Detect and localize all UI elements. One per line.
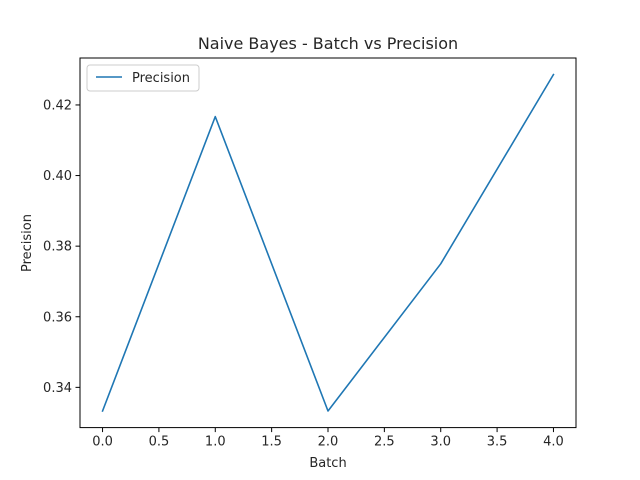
series-line-0 xyxy=(101,73,555,413)
legend: Precision xyxy=(86,64,200,92)
legend-box xyxy=(86,64,200,92)
x-tick-label: 2.0 xyxy=(318,435,339,450)
y-tick-label: 0.38 xyxy=(43,240,72,255)
x-tick-label: 3.0 xyxy=(430,435,451,450)
series-layer xyxy=(101,73,555,413)
chart-title: Naive Bayes - Batch vs Precision xyxy=(198,34,458,53)
x-axis-ticks: 0.0 0.5 1.0 1.5 2.0 2.5 3.0 3.5 4.0 xyxy=(92,427,564,450)
x-tick-label: 2.5 xyxy=(374,435,395,450)
x-tick-label: 0.5 xyxy=(149,435,170,450)
axes-frame xyxy=(79,57,577,429)
y-axis-ticks: 0.34 0.36 0.38 0.40 0.42 xyxy=(43,98,80,396)
y-tick-label: 0.42 xyxy=(43,98,72,113)
axes-background xyxy=(80,58,576,428)
x-tick-label: 1.5 xyxy=(261,435,282,450)
y-tick-label: 0.40 xyxy=(43,169,72,184)
y-tick-label: 0.36 xyxy=(43,310,72,325)
x-axis-label: Batch xyxy=(309,456,346,471)
y-tick-label: 0.34 xyxy=(43,381,72,396)
legend-label-precision: Precision xyxy=(132,71,190,86)
x-tick-label: 3.5 xyxy=(487,435,508,450)
x-tick-label: 4.0 xyxy=(543,435,564,450)
plot-area: 0.0 0.5 1.0 1.5 2.0 2.5 3.0 3.5 4.0 0.34 0.36 0.38… xyxy=(43,57,577,450)
x-tick-label: 0.0 xyxy=(92,435,113,450)
y-axis-label: Precision xyxy=(20,214,35,272)
x-tick-label: 1.0 xyxy=(205,435,226,450)
